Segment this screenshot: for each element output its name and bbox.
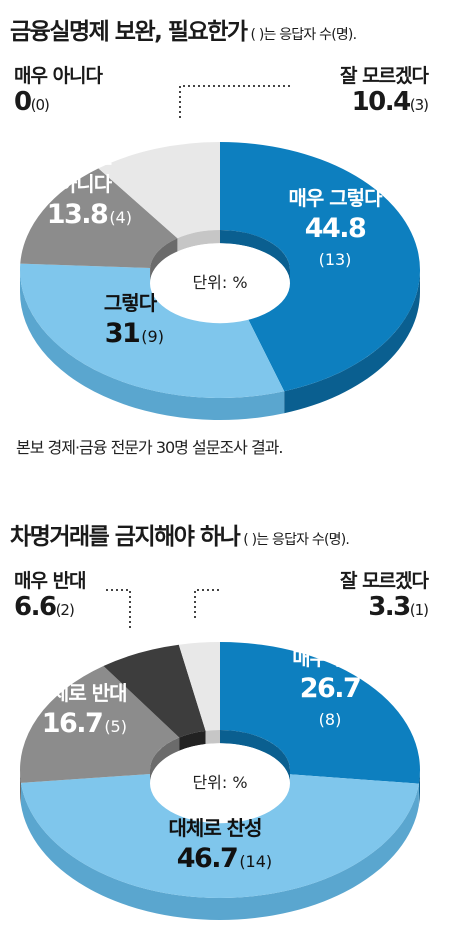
outside-label-count: (3) bbox=[409, 95, 429, 114]
outside-label-count: (2) bbox=[55, 600, 75, 619]
donut-slice-대체로-아니다 bbox=[20, 168, 178, 268]
donut-hole bbox=[150, 243, 290, 324]
donut-rim-매우-그렇다 bbox=[284, 270, 420, 414]
donut-hole bbox=[150, 743, 290, 824]
chart-title: 금융실명제 보완, 필요한가( )는 응답자 수(명). bbox=[10, 12, 358, 46]
donut-slice-잘-모르겠다 bbox=[98, 142, 220, 239]
donut-slice-매우-반대 bbox=[103, 644, 206, 738]
donut-slice-잘-모르겠다 bbox=[178, 642, 220, 731]
slice-count: (9) bbox=[141, 327, 164, 346]
chart-title-text: 금융실명제 보완, 필요한가 bbox=[10, 19, 248, 45]
slice-count: (13) bbox=[319, 250, 352, 269]
outside-label-count: (0) bbox=[30, 95, 50, 114]
outside-label-value: 0 bbox=[14, 86, 32, 117]
outside-label-dont-know: 잘 모르겠다 3.3(1) bbox=[339, 570, 429, 623]
outside-label-text: 매우 아니다 bbox=[14, 65, 103, 87]
slice-count: (8) bbox=[319, 710, 342, 729]
donut-inner-wall-매우-반대 bbox=[179, 730, 206, 751]
slice-value: 46.7 bbox=[177, 843, 238, 874]
slice-label-그렇다: 그렇다 31 (9) bbox=[104, 291, 164, 349]
donut-rim-대체로-찬성 bbox=[21, 782, 419, 920]
donut-chart-2: 단위: % 매우 찬성 26.7 (8) 대체로 찬성 46.7 (14) 대체로 반대 16.… bbox=[20, 589, 420, 920]
leader-strongly-oppose bbox=[103, 589, 131, 628]
donut-inner-wall-매우-그렇다 bbox=[220, 230, 290, 284]
slice-label-text-line1: 대체로 bbox=[59, 146, 112, 170]
slice-count: (5) bbox=[104, 717, 127, 736]
slice-value: 26.7 bbox=[300, 673, 361, 704]
slice-label-text: 그렇다 bbox=[104, 291, 158, 315]
donut-inner-wall-잘-모르겠다 bbox=[177, 230, 220, 252]
slice-label-text: 매우 찬성 bbox=[292, 646, 368, 670]
outside-label-value: 6.6 bbox=[14, 591, 57, 622]
outside-label-value: 3.3 bbox=[368, 591, 411, 622]
slice-label-대체로-찬성: 대체로 찬성 46.7 (14) bbox=[169, 816, 273, 874]
slice-value: 31 bbox=[105, 318, 140, 349]
donut-rim-대체로-반대 bbox=[20, 770, 22, 805]
slice-label-매우-찬성: 매우 찬성 26.7 (8) bbox=[292, 646, 369, 729]
slice-label-대체로-반대: 대체로 반대 16.7 (5) bbox=[34, 681, 128, 739]
slice-label-text: 매우 그렇다 bbox=[289, 186, 384, 210]
donut-inner-wall-매우-찬성 bbox=[220, 730, 290, 784]
donut-slice-대체로-찬성 bbox=[21, 774, 419, 898]
slice-label-text: 대체로 찬성 bbox=[169, 816, 262, 840]
donut-rim-그렇다 bbox=[20, 270, 285, 420]
chart-title-note: ( )는 응답자 수(명). bbox=[250, 27, 358, 43]
donut-inner-wall-대체로-반대 bbox=[150, 737, 180, 784]
donut-inner-wall-대체로-아니다 bbox=[150, 238, 178, 282]
slice-value: 44.8 bbox=[305, 213, 366, 244]
center-unit-label: 단위: % bbox=[192, 773, 247, 792]
outside-label-count: (1) bbox=[409, 600, 429, 619]
slice-count: (4) bbox=[109, 208, 132, 227]
chart-title-text: 차명거래를 금지해야 하나 bbox=[10, 524, 241, 550]
donut-slice-매우-찬성 bbox=[220, 642, 420, 784]
donut-slice-그렇다 bbox=[20, 263, 285, 398]
outside-label-value: 10.4 bbox=[351, 86, 412, 117]
slice-label-매우-그렇다: 매우 그렇다 44.8 (13) bbox=[289, 186, 385, 269]
outside-label-text: 잘 모르겠다 bbox=[339, 570, 429, 592]
slice-label-text: 대체로 반대 bbox=[34, 681, 127, 705]
outside-label-text: 잘 모르겠다 bbox=[339, 65, 429, 87]
outside-label-text: 매우 반대 bbox=[14, 570, 87, 592]
outside-label-strongly-oppose: 매우 반대 6.6(2) bbox=[14, 570, 87, 623]
slice-value: 13.8 bbox=[47, 199, 108, 230]
donut-inner-wall-잘-모르겠다 bbox=[205, 730, 220, 745]
donut-rim-매우-찬성 bbox=[418, 770, 420, 806]
donut-slice-매우-그렇다 bbox=[220, 142, 420, 392]
donut-slice-대체로-반대 bbox=[20, 665, 180, 783]
slice-count: (14) bbox=[239, 852, 272, 871]
leader-dont-know bbox=[179, 85, 290, 118]
chart-panel-2: 단위: % 매우 찬성 26.7 (8) 대체로 찬성 46.7 (14) 대체로 반대 16.… bbox=[0, 505, 450, 941]
chart-title-note: ( )는 응답자 수(명). bbox=[243, 532, 350, 548]
source-note: 본보 경제·금융 전문가 30명 설문조사 결과. bbox=[16, 438, 283, 457]
chart-panel-1: 단위: % 매우 그렇다 44.8 (13) 그렇다 31 (9) 대체로 아니다 13.8 (4)… bbox=[10, 12, 429, 457]
outside-label-dont-know: 잘 모르겠다 10.4(3) bbox=[339, 65, 429, 118]
slice-label-text-line2: 아니다 bbox=[59, 172, 113, 196]
leader-dont-know bbox=[194, 589, 220, 618]
center-unit-label: 단위: % bbox=[192, 273, 247, 292]
outside-label-very-disagree: 매우 아니다 0(0) bbox=[14, 65, 103, 118]
slice-value: 16.7 bbox=[42, 708, 103, 739]
chart-title: 차명거래를 금지해야 하나( )는 응답자 수(명). bbox=[10, 517, 350, 551]
